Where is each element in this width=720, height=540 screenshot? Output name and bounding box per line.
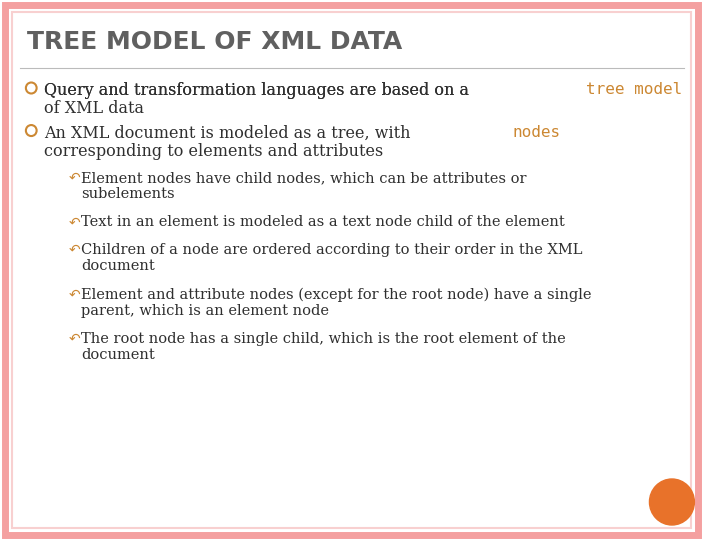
Text: corresponding to elements and attributes: corresponding to elements and attributes bbox=[44, 143, 383, 160]
Text: The root node has a single child, which is the root element of the: The root node has a single child, which … bbox=[81, 332, 566, 346]
Text: Children of a node are ordered according to their order in the XML: Children of a node are ordered according… bbox=[81, 242, 582, 256]
Text: ↶: ↶ bbox=[68, 215, 80, 230]
Text: Query and transformation languages are based on a: Query and transformation languages are b… bbox=[44, 82, 474, 99]
Text: ↶: ↶ bbox=[68, 332, 80, 346]
Text: ↶: ↶ bbox=[68, 242, 80, 256]
Text: TREE MODEL OF XML DATA: TREE MODEL OF XML DATA bbox=[27, 30, 402, 54]
Text: document: document bbox=[81, 259, 155, 273]
Text: tree model: tree model bbox=[586, 82, 683, 97]
Text: Element nodes have child nodes, which can be attributes or: Element nodes have child nodes, which ca… bbox=[81, 171, 526, 185]
Text: ↶: ↶ bbox=[68, 171, 80, 185]
Text: document: document bbox=[81, 348, 155, 362]
Text: Text in an element is modeled as a text node child of the element: Text in an element is modeled as a text … bbox=[81, 215, 564, 230]
Circle shape bbox=[26, 83, 37, 93]
Text: subelements: subelements bbox=[81, 187, 175, 201]
Circle shape bbox=[649, 479, 694, 525]
Circle shape bbox=[26, 125, 37, 136]
Text: Query and transformation languages are based on a: Query and transformation languages are b… bbox=[44, 82, 474, 99]
Text: Element and attribute nodes (except for the root node) have a single: Element and attribute nodes (except for … bbox=[81, 287, 592, 301]
Text: of XML data: of XML data bbox=[44, 100, 144, 118]
Text: parent, which is an element node: parent, which is an element node bbox=[81, 304, 329, 318]
Text: ↶: ↶ bbox=[68, 287, 80, 301]
Text: An XML document is modeled as a tree, with: An XML document is modeled as a tree, wi… bbox=[44, 125, 415, 141]
Text: nodes: nodes bbox=[512, 125, 560, 139]
